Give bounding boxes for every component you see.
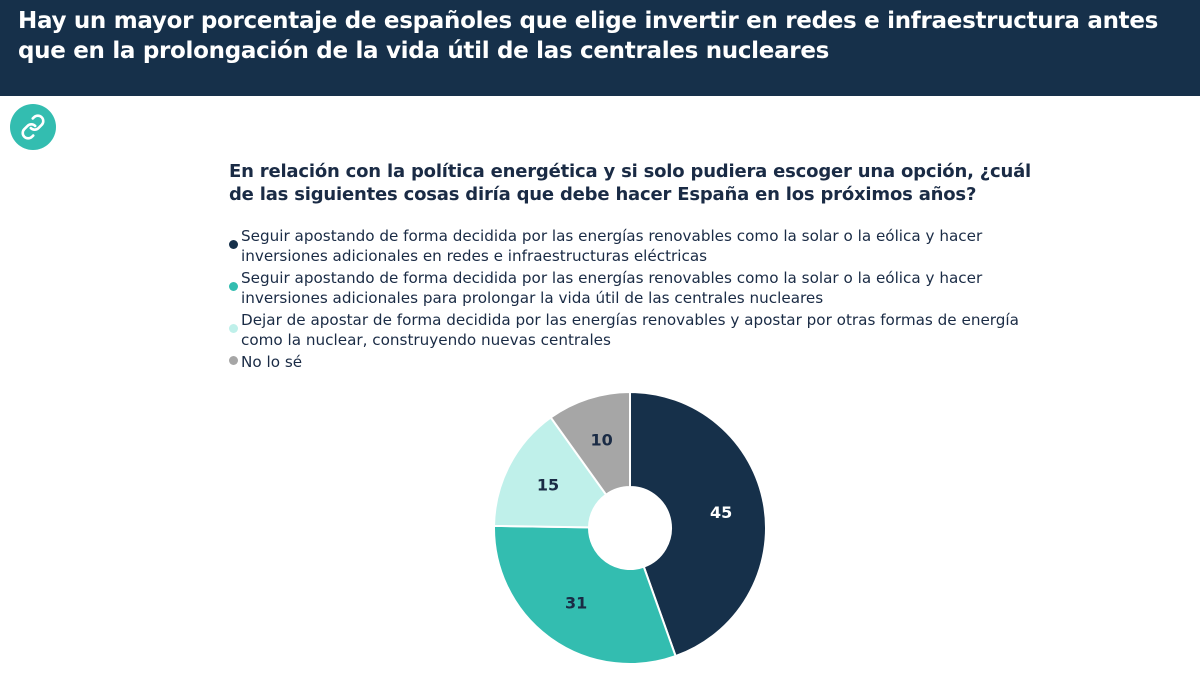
- legend-label-nuevas-centrales: Dejar de apostar de forma decidida por l…: [241, 311, 1019, 349]
- legend-swatch-redes: [229, 240, 238, 249]
- legend-swatch-no-lo-se: [229, 356, 238, 365]
- legend-item-no-lo-se: No lo sé: [229, 352, 1029, 372]
- legend-item-redes: Seguir apostando de forma decidida por l…: [229, 226, 1029, 266]
- data-label-redes: 45: [710, 503, 732, 522]
- legend-swatch-nucleares-vida-util: [229, 282, 238, 291]
- link-button[interactable]: [10, 104, 56, 150]
- data-label-nuevas-centrales: 15: [537, 476, 559, 495]
- legend-label-redes: Seguir apostando de forma decidida por l…: [241, 227, 983, 265]
- legend-item-nucleares-vida-util: Seguir apostando de forma decidida por l…: [229, 268, 1029, 308]
- donut-slice-redes: [629, 390, 767, 658]
- legend-item-nuevas-centrales: Dejar de apostar de forma decidida por l…: [229, 310, 1029, 350]
- data-label-no-lo-se: 10: [591, 430, 613, 449]
- link-icon: [20, 114, 46, 140]
- header-bar: Hay un mayor porcentaje de españoles que…: [0, 0, 1200, 96]
- legend-label-no-lo-se: No lo sé: [241, 353, 303, 371]
- donut-slice-nucleares-vida-util: [493, 524, 677, 665]
- chart-title: En relación con la política energética y…: [229, 161, 1032, 205]
- legend-label-nucleares-vida-util: Seguir apostando de forma decidida por l…: [241, 269, 983, 307]
- donut-chart-svg: 45 31 15 10: [493, 390, 767, 665]
- page-title: Hay un mayor porcentaje de españoles que…: [18, 8, 1159, 64]
- data-label-nucleares-vida-util: 31: [565, 594, 587, 613]
- legend-swatch-nuevas-centrales: [229, 324, 238, 333]
- donut-chart: 45 31 15 10: [480, 380, 780, 680]
- donut-slice-nuevas-centrales: [493, 416, 608, 529]
- chart-legend: Seguir apostando de forma decidida por l…: [229, 226, 1029, 374]
- donut-slice-no-lo-se: [549, 390, 631, 497]
